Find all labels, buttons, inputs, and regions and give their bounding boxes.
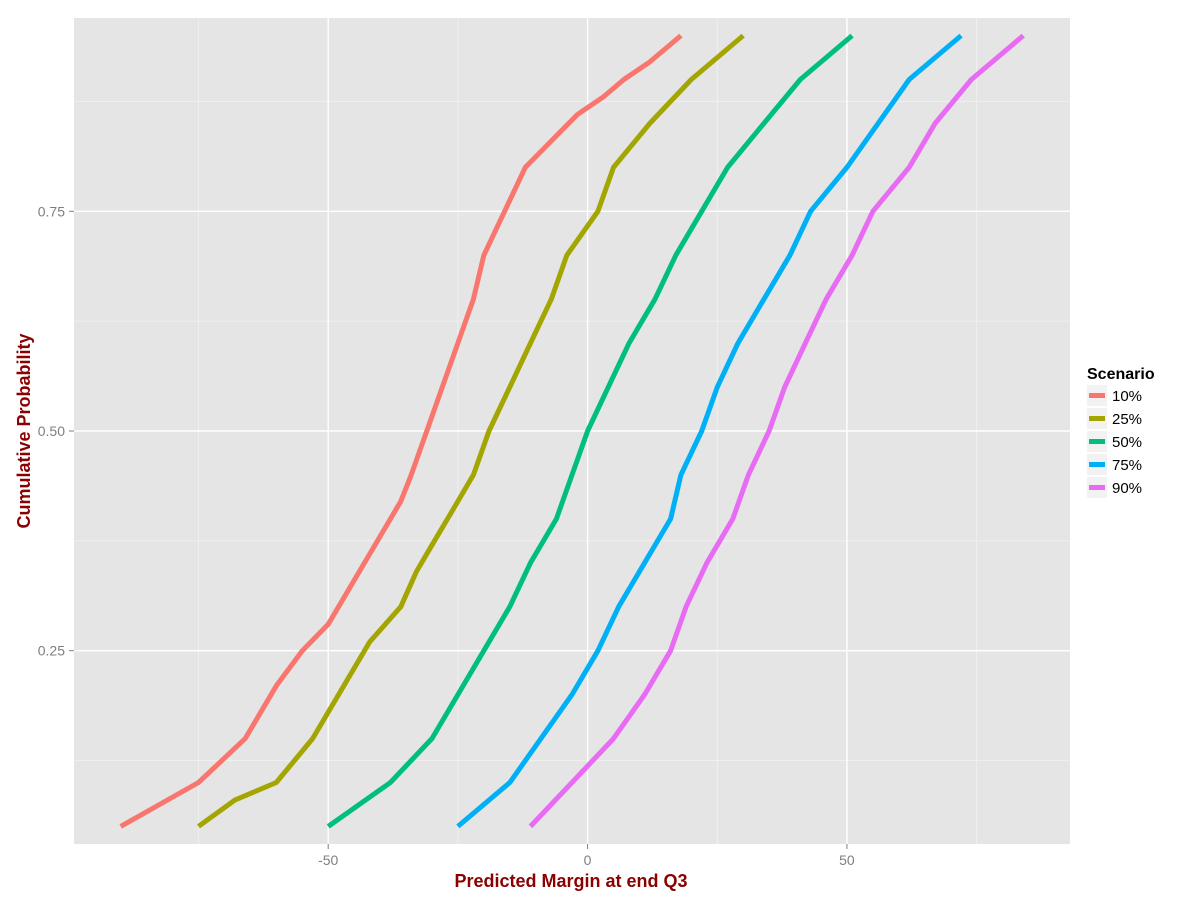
y-tick-label: 0.25: [38, 643, 65, 659]
x-tick-label: 50: [839, 852, 855, 868]
series-line-10pct: [119, 33, 683, 829]
legend-label: 50%: [1112, 434, 1142, 451]
legend-label: 90%: [1112, 480, 1142, 497]
x-axis: -50 0 50: [318, 844, 855, 868]
x-tick-label: -50: [318, 852, 338, 868]
y-tick-label: 0.75: [38, 203, 65, 219]
y-axis: 0.25 0.50 0.75: [38, 203, 74, 659]
y-axis-title: Cumulative Probability: [14, 333, 34, 528]
series-line-25pct: [197, 33, 745, 829]
legend-title: Scenario: [1087, 366, 1155, 383]
legend-items: 10% 25% 50% 75% 90%: [1087, 385, 1142, 498]
legend-label: 10%: [1112, 388, 1142, 405]
legend-label: 25%: [1112, 411, 1142, 428]
y-tick-label: 0.50: [38, 423, 65, 439]
legend: Scenario 10% 25% 50% 75% 90%: [1087, 366, 1155, 498]
series-line-90pct: [528, 33, 1025, 829]
x-tick-label: 0: [584, 852, 592, 868]
series-line-50pct: [326, 33, 854, 829]
series-line-75pct: [456, 33, 963, 829]
series-lines: [119, 33, 1025, 829]
legend-label: 75%: [1112, 457, 1142, 474]
x-axis-title: Predicted Margin at end Q3: [454, 871, 687, 891]
